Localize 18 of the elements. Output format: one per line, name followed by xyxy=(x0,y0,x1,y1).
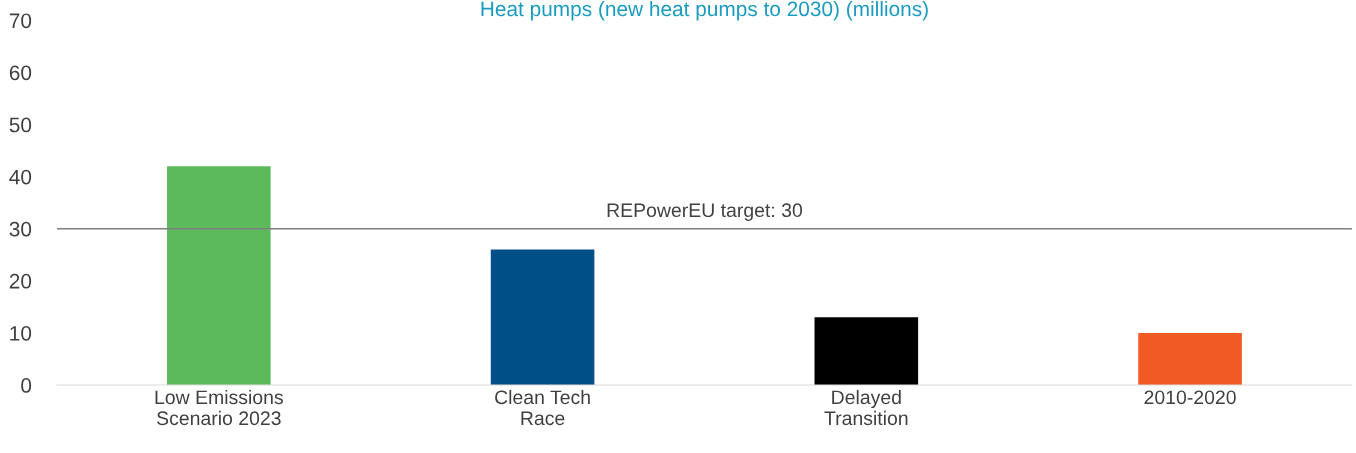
x-tick-label: Low Emissions Scenario 2023 xyxy=(155,389,283,426)
y-tick-label: 50 xyxy=(9,117,32,133)
y-tick-label: 40 xyxy=(9,169,32,185)
x-tick-label: 2010-2020 xyxy=(1144,390,1236,405)
y-tick-label: 10 xyxy=(10,325,32,341)
ref-line-label: REPowerEU target: 30 xyxy=(607,203,803,221)
y-tick-label: 30 xyxy=(9,221,32,237)
bar xyxy=(814,317,919,386)
y-tick-label: 0 xyxy=(21,378,32,393)
bar xyxy=(490,249,595,386)
y-tick-label: 20 xyxy=(9,273,32,289)
y-tick-label: 60 xyxy=(9,65,32,81)
x-tick-label: Delayed Transition xyxy=(824,389,908,426)
bar xyxy=(167,166,271,386)
chart-title: Heat pumps (new heat pumps to 2030) (millions) xyxy=(481,0,928,21)
bar xyxy=(1138,332,1242,386)
y-tick-label: 70 xyxy=(9,13,32,29)
x-tick-label: Clean Tech Race xyxy=(495,389,590,426)
